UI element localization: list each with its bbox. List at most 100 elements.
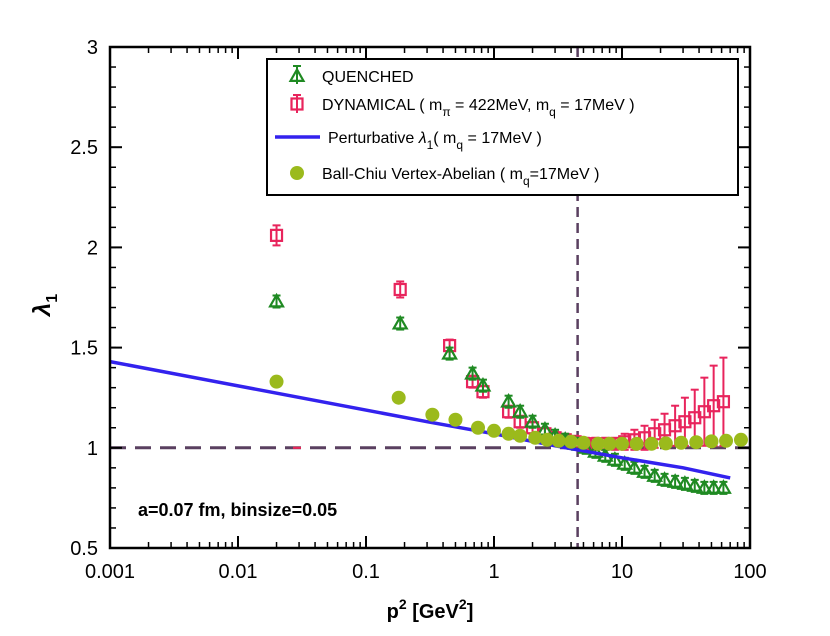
marker-circle: [576, 435, 591, 450]
legend-label: DYNAMICAL ( mπ = 422MeV, mq = 17MeV ): [322, 97, 635, 119]
marker-circle: [615, 436, 629, 451]
data-point-ball_chiu: [513, 428, 528, 443]
legend-label-part: = 422MeV, m: [451, 97, 550, 114]
data-point-quenched: [646, 467, 664, 483]
legend-marker-circle: [290, 166, 304, 180]
legend: QUENCHED DYNAMICAL ( mπ = 422MeV, mq = 17…: [266, 58, 739, 449]
data-point-ball_chiu: [564, 434, 579, 449]
data-point-ball_chiu: [658, 436, 673, 451]
y-axis-title-base: λ: [29, 303, 56, 318]
marker-circle: [689, 435, 704, 450]
marker-circle: [269, 374, 284, 389]
y-axis-title-sub: 1: [44, 294, 61, 303]
marker-triangle: [391, 314, 409, 330]
data-point-ball_chiu: [629, 436, 644, 451]
marker-triangle: [705, 479, 723, 494]
marker-circle: [528, 430, 543, 445]
marker-triangle: [715, 479, 732, 494]
data-point-quenched: [500, 392, 517, 409]
annotation-text: a=0.07 fm, binsize=0.05: [138, 500, 337, 520]
legend-item-perturbative: Perturbative λ1( mq = 17MeV ): [275, 130, 542, 152]
data-point-quenched: [511, 403, 529, 419]
data-point-ball_chiu: [487, 423, 501, 438]
marker-circle: [551, 433, 566, 448]
data-point-ball_chiu: [719, 433, 734, 448]
x-tick-label: 100: [733, 561, 766, 583]
marker-triangle: [695, 479, 713, 494]
data-point-quenched: [656, 471, 673, 487]
x-axis-title-unit_close: ]: [467, 601, 474, 623]
legend-label-part: λ: [418, 130, 427, 147]
marker-triangle: [656, 471, 673, 486]
data-point-quenched: [464, 364, 481, 381]
perturbative-line: [109, 359, 731, 480]
marker-triangle: [626, 459, 643, 474]
data-point-quenched: [268, 292, 285, 309]
data-point-ball_chiu: [733, 432, 748, 447]
marker-square: [716, 395, 731, 409]
legend-label: Ball-Chiu Vertex-Abelian ( mq=17MeV ): [322, 166, 599, 188]
marker-triangle: [500, 392, 517, 408]
legend-marker-square: [290, 97, 304, 111]
marker-circle: [513, 428, 528, 443]
data-point-ball_chiu: [576, 435, 591, 450]
marker-circle: [733, 432, 748, 447]
x-tick-label: 0.1: [352, 561, 380, 583]
data-point-quenched: [715, 479, 732, 495]
x-tick-label: 1: [488, 561, 499, 583]
error-bar: [640, 424, 649, 451]
plot-frame: [108, 45, 752, 550]
marker-triangle: [268, 292, 285, 308]
legend-label-part: = 17MeV ): [463, 130, 542, 147]
legend-label: Perturbative λ1( mq = 17MeV ): [328, 130, 542, 152]
marker-circle: [391, 390, 406, 405]
y-axis-title: λ1: [29, 294, 61, 318]
legend-label: QUENCHED: [322, 69, 414, 86]
data-point-ball_chiu: [471, 420, 486, 435]
data-point-quenched: [626, 459, 643, 475]
series-dynamical: [269, 224, 731, 451]
y-tick-label: 1: [87, 438, 98, 460]
data-point-quenched: [474, 376, 492, 393]
data-point-ball_chiu: [591, 436, 606, 451]
legend-label-part: =17MeV ): [530, 166, 600, 183]
data-point-ball_chiu: [644, 436, 659, 451]
x-axis-title-unit_open: [GeV: [407, 601, 460, 623]
data-point-ball_chiu: [448, 412, 463, 427]
legend-item-dynamical: DYNAMICAL ( mπ = 422MeV, mq = 17MeV ): [290, 94, 635, 449]
marker-circle: [629, 436, 644, 451]
y-tick-label: 1.5: [70, 338, 98, 360]
marker-square: [678, 415, 692, 429]
marker-circle: [644, 436, 659, 451]
data-point-ball_chiu: [528, 430, 543, 445]
marker-square: [269, 228, 284, 242]
legend-label-part: DYNAMICAL ( m: [322, 97, 442, 114]
data-point-ball_chiu: [425, 407, 440, 422]
marker-circle: [658, 436, 673, 451]
x-axis-title-sup: 2: [399, 596, 407, 612]
y-tick-label: 2.5: [70, 137, 98, 159]
y-tick-label: 0.5: [70, 538, 98, 560]
data-point-ball_chiu: [551, 433, 566, 448]
marker-circle: [564, 434, 579, 449]
marker-triangle: [464, 364, 481, 380]
data-point-quenched: [695, 479, 713, 495]
chart-axes: [108, 45, 752, 550]
legend-label-part: QUENCHED: [322, 69, 414, 86]
y-tick-label: 2: [87, 237, 98, 259]
legend-label-part: q: [549, 105, 556, 119]
marker-triangle: [636, 463, 653, 478]
error-bar: [272, 224, 281, 247]
data-point-ball_chiu: [704, 434, 719, 449]
marker-triangle: [666, 473, 684, 488]
data-point-ball_chiu: [540, 432, 555, 447]
marker-triangle: [511, 403, 529, 418]
series-ball_chiu: [269, 374, 748, 451]
data-point-ball_chiu: [674, 435, 689, 450]
legend-box: [266, 58, 739, 196]
legend-item-ball_chiu: Ball-Chiu Vertex-Abelian ( mq=17MeV ): [290, 166, 599, 188]
x-axis-title: p2 [GeV2]: [387, 596, 474, 623]
legend-label-part: q: [523, 174, 530, 188]
